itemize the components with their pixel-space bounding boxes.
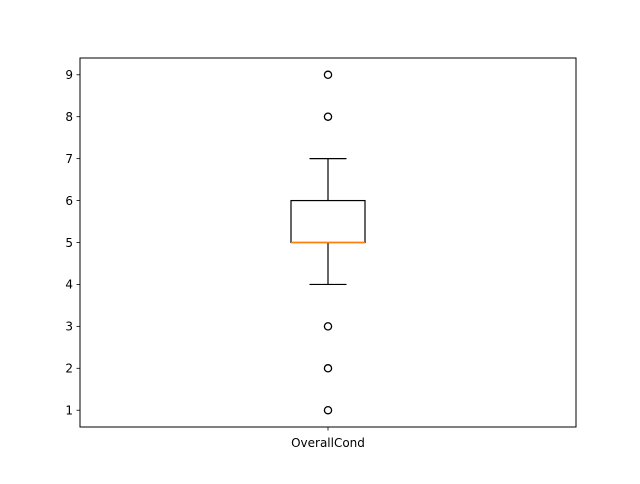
y-tick-label: 9 <box>65 68 73 82</box>
y-tick-label: 3 <box>65 320 73 334</box>
y-tick-label: 6 <box>65 194 73 208</box>
y-tick-label: 2 <box>65 362 73 376</box>
y-tick-label: 7 <box>65 152 73 166</box>
y-tick-label: 8 <box>65 110 73 124</box>
axes-frame <box>79 57 577 428</box>
outlier-point <box>323 322 333 331</box>
y-tick-label: 1 <box>65 404 73 418</box>
x-tick-label: OverallCond <box>291 436 365 450</box>
outlier-point <box>323 112 333 121</box>
outlier-point <box>323 70 333 80</box>
y-tick-label: 5 <box>65 236 73 250</box>
outlier-point <box>323 405 333 415</box>
y-tick-label: 4 <box>65 278 73 292</box>
iqr-box <box>290 199 366 244</box>
outlier-point <box>323 364 333 373</box>
